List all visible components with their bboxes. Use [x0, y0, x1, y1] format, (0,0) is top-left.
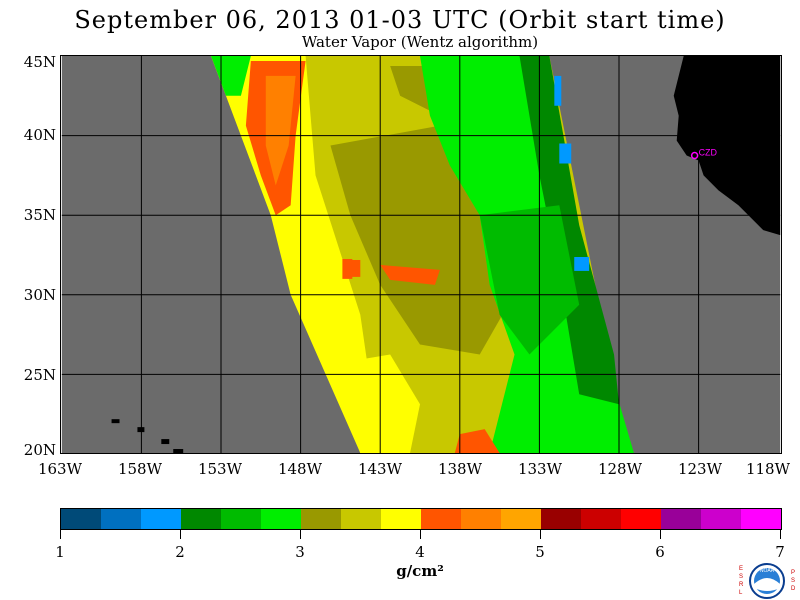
- lon-label-163w: 163W: [37, 460, 83, 478]
- svg-text:E: E: [739, 566, 743, 572]
- colorbar-swatch-10: [421, 509, 461, 529]
- hawaii-island-4: [173, 449, 184, 453]
- swath-yellow-south: [330, 354, 421, 453]
- swath-orange-blob-2: [343, 259, 361, 277]
- svg-text:L: L: [739, 590, 743, 596]
- colorbar-swatch-15: [621, 509, 661, 529]
- colorbar-swatch-18: [741, 509, 781, 529]
- lon-label-128w: 128W: [597, 460, 643, 478]
- colorbar-label-5: 5: [535, 543, 545, 561]
- water-vapor-swath: [211, 56, 634, 453]
- colorbar-swatch-5: [221, 509, 261, 529]
- colorbar-label-7: 7: [775, 543, 785, 561]
- colorbar-swatch-9: [381, 509, 421, 529]
- lat-label-20n: 20N: [23, 441, 56, 459]
- map-title: September 06, 2013 01-03 UTC (Orbit star…: [74, 6, 726, 34]
- color-scale-bar: [60, 508, 782, 530]
- colorbar-swatch-17: [701, 509, 741, 529]
- hawaii-island-3: [161, 439, 170, 445]
- colorbar-units: g/cm²: [396, 562, 444, 580]
- lon-label-118w: 118W: [745, 460, 791, 478]
- map-subtitle: Water Vapor (Wentz algorithm): [301, 33, 539, 51]
- colorbar-tick: [180, 529, 181, 539]
- colorbar-label-1: 1: [55, 543, 65, 561]
- lat-label-30n: 30N: [23, 286, 56, 304]
- swath-blue-spot-3: [574, 256, 590, 271]
- north-america-coastline: [673, 56, 781, 236]
- lon-label-148w: 148W: [277, 460, 323, 478]
- colorbar-tick: [300, 529, 301, 539]
- colorbar-tick: [660, 529, 661, 539]
- svg-text:S: S: [791, 578, 795, 584]
- colorbar-swatch-4: [181, 509, 221, 529]
- svg-text:S: S: [739, 574, 743, 580]
- svg-text:R: R: [739, 582, 744, 588]
- logo-right-letters: P S D: [791, 570, 796, 592]
- colorbar-tick: [780, 529, 781, 539]
- colorbar-tick: [420, 529, 421, 539]
- lon-label-133w: 133W: [517, 460, 563, 478]
- czd-station-marker: [690, 151, 699, 160]
- colorbar-label-3: 3: [295, 543, 305, 561]
- logo-seal-text: NOAA: [760, 568, 775, 574]
- colorbar-label-6: 6: [655, 543, 665, 561]
- swath-darkgreen-east: [519, 56, 620, 405]
- swath-orange-blob-3: [380, 264, 440, 285]
- lat-label-40n: 40N: [23, 126, 56, 144]
- swath-blue-spot-1: [554, 75, 562, 106]
- colorbar-swatch-2: [101, 509, 141, 529]
- lon-label-123w: 123W: [677, 460, 723, 478]
- colorbar-tick: [540, 529, 541, 539]
- svg-text:D: D: [791, 586, 796, 592]
- svg-text:P: P: [791, 570, 795, 576]
- map-gridlines: [61, 56, 781, 453]
- lon-label-153w: 153W: [197, 460, 243, 478]
- colorbar-swatch-11: [461, 509, 501, 529]
- colorbar-swatch-13: [541, 509, 581, 529]
- lon-label-138w: 138W: [437, 460, 483, 478]
- lon-label-143w: 143W: [357, 460, 403, 478]
- swath-orange-inner: [265, 75, 296, 186]
- colorbar-swatch-14: [581, 509, 621, 529]
- lat-label-35n: 35N: [23, 206, 56, 224]
- colorbar-swatch-16: [661, 509, 701, 529]
- colorbar-label-2: 2: [175, 543, 185, 561]
- colorbar-tick: [60, 529, 61, 539]
- colorbar-swatch-3: [141, 509, 181, 529]
- swath-blue-spot-2: [559, 143, 572, 164]
- colorbar-swatch-12: [501, 509, 541, 529]
- swath-west-edge: [211, 56, 381, 453]
- lat-label-45n: 45N: [23, 53, 56, 71]
- lon-label-158w: 158W: [117, 460, 163, 478]
- logo-left-letters: E S R L: [739, 566, 744, 596]
- noaa-esrl-psd-logo: NOAA E S R L P S D: [739, 563, 796, 599]
- colorbar-swatch-8: [341, 509, 381, 529]
- colorbar-swatch-7: [301, 509, 341, 529]
- map-plot: CZD: [60, 55, 782, 454]
- lat-label-25n: 25N: [23, 366, 56, 384]
- colorbar-swatch-6: [261, 509, 301, 529]
- colorbar-swatch-1: [61, 509, 101, 529]
- swath-medgreen-east: [479, 205, 580, 355]
- czd-station-label: CZD: [699, 147, 718, 157]
- hawaii-island-1: [111, 419, 120, 424]
- colorbar-label-4: 4: [415, 543, 425, 561]
